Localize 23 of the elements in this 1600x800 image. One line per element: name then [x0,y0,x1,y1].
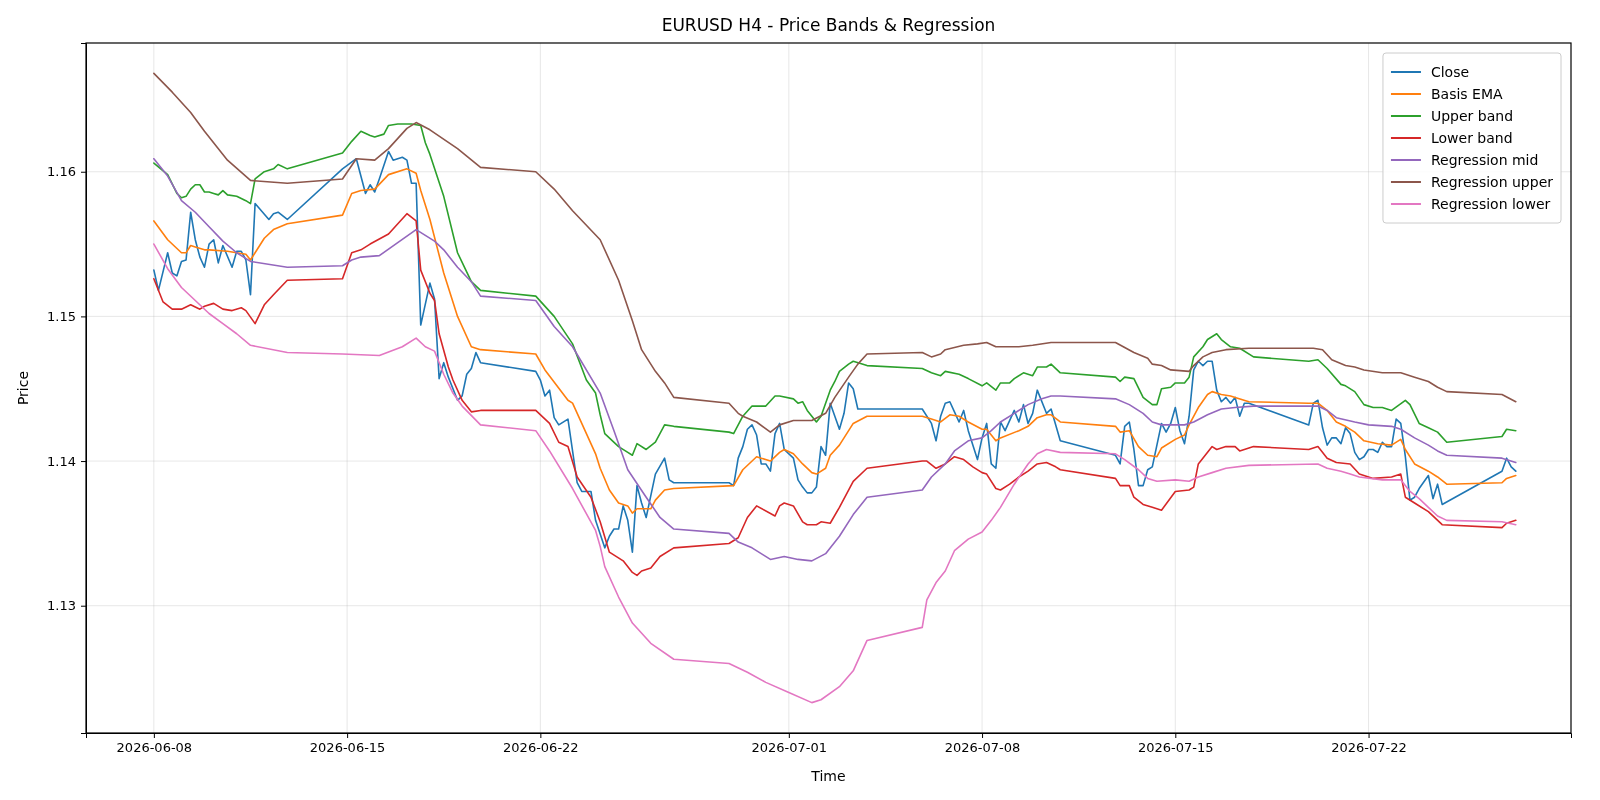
y-axis-title: Price [15,370,31,406]
legend-label: Regression lower [1430,195,1551,212]
x-axis-title: Time [810,768,846,784]
line-series [153,212,1517,577]
legend-label: Basis EMA [1430,85,1503,102]
x-tick-label: 2026-06-08 [116,740,193,756]
x-tick-label: 2026-07-08 [944,740,1021,756]
y-tick-label: 1.13 [47,598,76,614]
x-tick-label: 2026-07-15 [1138,740,1214,756]
legend-label: Regression mid [1430,151,1539,168]
x-tick-label: 2026-07-01 [751,740,828,756]
legend-label: Regression upper [1430,173,1554,190]
y-tick-label: 1.16 [47,164,76,180]
x-tick-label: 2026-06-22 [503,740,579,756]
x-tick-label: 2026-07-22 [1331,740,1407,756]
legend-label: Close [1430,63,1470,80]
line-series [153,243,1517,704]
y-tick-label: 1.15 [47,309,76,325]
chart-title: EURUSD H4 - Price Bands & Regression [661,15,996,35]
legend-label: Lower band [1430,129,1513,146]
y-tick-label: 1.14 [47,453,76,469]
legend-label: Upper band [1430,107,1514,124]
x-tick-label: 2026-06-15 [309,740,386,756]
